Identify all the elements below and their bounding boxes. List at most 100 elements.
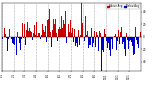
- Bar: [92, 37, 93, 47]
- Bar: [97, 35, 98, 37]
- Bar: [109, 37, 110, 50]
- Bar: [22, 23, 23, 37]
- Bar: [35, 35, 36, 37]
- Bar: [135, 27, 136, 37]
- Bar: [6, 37, 7, 38]
- Bar: [29, 28, 30, 37]
- Bar: [32, 37, 33, 40]
- Bar: [120, 32, 121, 37]
- Bar: [74, 29, 75, 37]
- Bar: [104, 29, 105, 37]
- Bar: [37, 36, 38, 37]
- Bar: [100, 33, 101, 37]
- Bar: [105, 34, 106, 37]
- Bar: [26, 30, 27, 37]
- Bar: [48, 19, 49, 37]
- Bar: [110, 37, 111, 56]
- Bar: [130, 37, 131, 40]
- Bar: [49, 9, 50, 37]
- Bar: [31, 35, 32, 37]
- Bar: [76, 37, 77, 43]
- Bar: [30, 31, 31, 37]
- Bar: [34, 37, 35, 39]
- Bar: [106, 37, 107, 41]
- Bar: [69, 32, 70, 37]
- Bar: [115, 34, 116, 37]
- Bar: [21, 37, 22, 39]
- Bar: [11, 37, 12, 39]
- Bar: [93, 37, 94, 43]
- Bar: [18, 37, 19, 38]
- Bar: [39, 31, 40, 37]
- Bar: [81, 0, 82, 37]
- Bar: [13, 37, 14, 44]
- Bar: [68, 24, 69, 37]
- Bar: [119, 37, 120, 44]
- Bar: [52, 30, 53, 37]
- Bar: [36, 22, 37, 37]
- Bar: [138, 37, 139, 48]
- Bar: [59, 27, 60, 37]
- Bar: [122, 37, 123, 44]
- Bar: [96, 33, 97, 37]
- Bar: [89, 37, 90, 45]
- Bar: [129, 37, 130, 41]
- Bar: [126, 33, 127, 37]
- Bar: [134, 37, 135, 54]
- Bar: [91, 28, 92, 37]
- Bar: [43, 30, 44, 37]
- Bar: [82, 23, 83, 37]
- Bar: [57, 37, 58, 41]
- Bar: [108, 37, 109, 43]
- Bar: [84, 37, 85, 41]
- Bar: [17, 32, 18, 37]
- Bar: [125, 37, 126, 56]
- Bar: [86, 35, 87, 37]
- Bar: [133, 37, 134, 55]
- Bar: [46, 37, 47, 42]
- Bar: [61, 23, 62, 37]
- Bar: [132, 37, 133, 46]
- Bar: [112, 37, 113, 49]
- Bar: [98, 37, 99, 51]
- Bar: [139, 25, 140, 37]
- Bar: [137, 37, 138, 44]
- Bar: [50, 32, 51, 37]
- Bar: [27, 22, 28, 37]
- Bar: [85, 16, 86, 37]
- Bar: [95, 37, 96, 47]
- Bar: [77, 37, 78, 47]
- Bar: [90, 37, 91, 45]
- Bar: [121, 27, 122, 37]
- Bar: [70, 20, 71, 37]
- Bar: [16, 37, 17, 55]
- Bar: [14, 37, 15, 45]
- Bar: [20, 37, 21, 50]
- Bar: [80, 31, 81, 37]
- Bar: [101, 37, 102, 74]
- Bar: [128, 37, 129, 49]
- Bar: [41, 35, 42, 37]
- Bar: [136, 37, 137, 40]
- Bar: [140, 32, 141, 37]
- Bar: [28, 31, 29, 37]
- Bar: [114, 36, 115, 37]
- Bar: [9, 29, 10, 37]
- Bar: [64, 26, 65, 37]
- Bar: [99, 31, 100, 37]
- Bar: [63, 20, 64, 37]
- Bar: [131, 37, 132, 51]
- Bar: [47, 20, 48, 37]
- Bar: [2, 37, 3, 39]
- Bar: [51, 37, 52, 47]
- Bar: [111, 37, 112, 39]
- Bar: [107, 37, 108, 48]
- Bar: [127, 37, 128, 40]
- Bar: [71, 33, 72, 37]
- Bar: [124, 37, 125, 49]
- Bar: [5, 34, 6, 37]
- Bar: [33, 33, 34, 37]
- Bar: [56, 29, 57, 37]
- Bar: [103, 37, 104, 52]
- Bar: [44, 32, 45, 37]
